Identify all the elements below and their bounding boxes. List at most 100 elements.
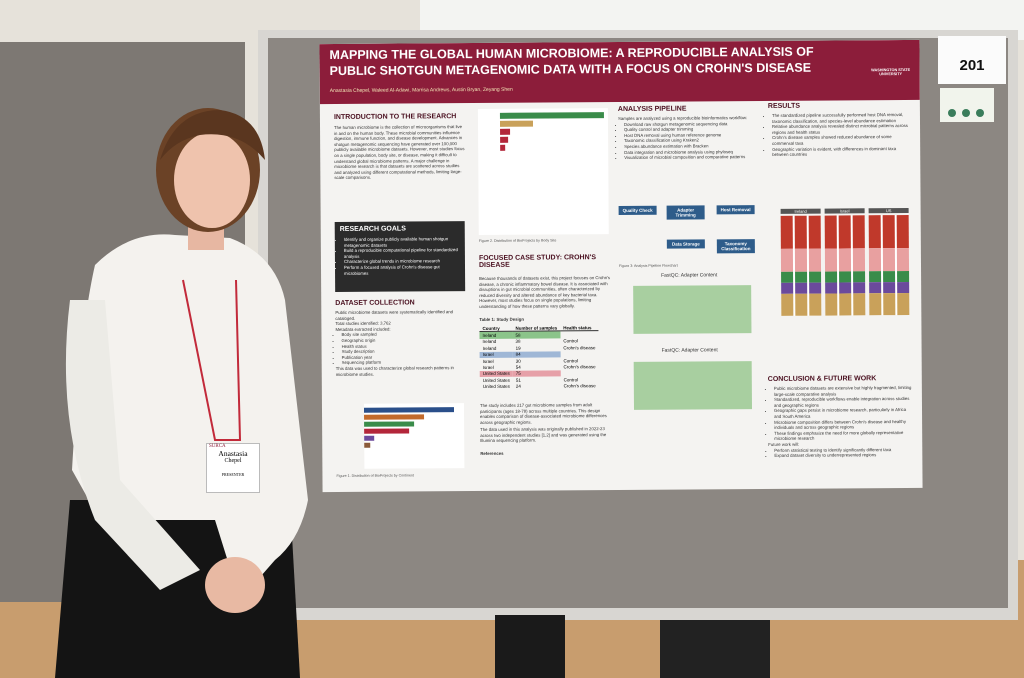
bar-segment: [896, 248, 910, 271]
list-item: Build a reproducible computational pipel…: [344, 247, 458, 259]
panel-label: Ireland: [780, 208, 821, 214]
tag-surname: Chepel: [224, 458, 242, 464]
bar-segment: [795, 293, 808, 316]
list-item: Relative abundance analysis revealed dis…: [772, 123, 910, 135]
panel-bar: [896, 214, 910, 316]
header-cell: Health status: [563, 324, 592, 331]
section-heading: RESULTS: [767, 102, 801, 110]
bar-segment: [868, 215, 881, 249]
section-heading: FOCUSED CASE STUDY: CROHN'S DISEASE: [478, 254, 597, 269]
intro-text: The human microbiome is the collection o…: [334, 124, 465, 181]
figure: [477, 108, 609, 235]
bar-segment: [839, 282, 852, 294]
name-tag: SURCA Anastasia Chepel PRESENTER: [206, 443, 260, 493]
table-cell: Crohn's disease: [563, 345, 596, 351]
section-heading: CONCLUSION & FUTURE WORK: [767, 375, 877, 383]
bar-segment: [838, 215, 851, 249]
bar-segment: [809, 293, 822, 316]
qc-plot: [633, 361, 753, 410]
table-cell: United States: [482, 371, 510, 377]
bar-segment: [869, 281, 882, 294]
bar-segment: [825, 282, 838, 294]
list-item: Expand dataset diversity to underreprese…: [774, 452, 914, 459]
tag-name: Anastasia: [218, 449, 248, 458]
qc-plot: [633, 285, 752, 334]
bar-segment: [780, 249, 794, 272]
section-heading: DATASET COLLECTION: [335, 299, 415, 307]
panel-bar: [824, 215, 838, 316]
bar-segment: [852, 248, 866, 271]
tag-role: PRESENTER: [221, 472, 245, 477]
bar-segment: [883, 292, 896, 316]
panel: [824, 215, 866, 316]
figure-caption: Figure 1. Distribution of BioProjects by…: [336, 473, 414, 478]
bar-segment: [883, 281, 896, 293]
tag-org: SURCA: [209, 444, 226, 449]
bar-segment: [853, 293, 866, 316]
bar-segment: [780, 215, 793, 250]
bar-segment: [883, 270, 896, 282]
panel-bar: [808, 215, 822, 316]
panel-bar: [868, 215, 882, 316]
figure: [363, 403, 465, 469]
goals-box: RESEARCH GOALS Identify and organize pub…: [334, 221, 466, 292]
pipeline-box: Host Removal: [716, 205, 755, 215]
board-number: 201: [959, 57, 985, 74]
panel-bar: [780, 215, 794, 316]
panel-label: Israel: [824, 208, 865, 214]
table-cell: Crohn's disease: [563, 364, 596, 370]
bar-segment: [824, 248, 838, 272]
bar-segment: [795, 271, 808, 283]
bar-segment: [896, 214, 909, 249]
bar-segment: [839, 293, 852, 316]
table-cell: Crohn's disease: [563, 383, 596, 389]
dataset-note: This data was used to characterize globa…: [335, 365, 454, 377]
pipeline-text: Samples are analyzed using a reproducibl…: [618, 115, 758, 161]
list-item: Identify and organize publicly available…: [344, 236, 458, 248]
figure-caption: Figure 2. Distribution of BioProjects by…: [478, 238, 557, 243]
list-item: Perform a focused analysis of Crohn's di…: [344, 264, 458, 276]
bar-segment: [869, 292, 882, 316]
bar-segment: [838, 248, 852, 272]
bar-segment: [809, 282, 822, 294]
table-cell: 24: [515, 383, 521, 389]
panel: [780, 215, 822, 316]
bar-segment: [897, 292, 910, 316]
bar-segment: [794, 215, 807, 250]
bar-segment: [853, 281, 866, 294]
bar-segment: [781, 271, 794, 283]
section-heading: INTRODUCTION TO THE RESEARCH: [333, 113, 457, 122]
figure-caption: Figure 3: Analysis Pipeline Flowchart: [618, 263, 678, 269]
pipeline-box: Quality Check: [618, 205, 657, 216]
bar-segment: [795, 282, 808, 294]
bar-segment: [869, 270, 882, 282]
references: References: [480, 450, 504, 456]
table-cell: United States: [482, 383, 510, 390]
bar-segment: [825, 271, 838, 283]
results-list: The standardized pipeline successfully p…: [766, 112, 910, 158]
poster-title: PUBLIC SHOTGUN METAGENOMIC DATA WITH A F…: [329, 60, 812, 79]
bar-segment: [839, 270, 852, 283]
bar-segment: [897, 270, 910, 282]
bar-segment: [808, 248, 822, 272]
bar-segment: [852, 215, 865, 249]
bar-segment: [868, 248, 882, 271]
case-text: Because thousands of datasets exist, thi…: [479, 275, 611, 309]
bar-segment: [825, 293, 838, 316]
list-item: The standardized pipeline successfully p…: [772, 112, 910, 124]
person: [55, 108, 308, 678]
list-item: Crohn's disease samples showed reduced a…: [772, 134, 910, 146]
qc-title: FastQC: Adapter Content: [661, 272, 718, 279]
bar-segment: [824, 215, 837, 249]
section-heading: ANALYSIS PIPELINE: [617, 105, 687, 114]
dataset-text: Public microbiome datasets were systemat…: [335, 309, 465, 377]
bar-segment: [882, 215, 895, 249]
poster-title: MAPPING THE GLOBAL HUMAN MICROBIOME: A R…: [329, 44, 814, 63]
conclusion-list: Public microbiome datasets are extensive…: [768, 385, 915, 459]
list-item: Visualization of microbial composition a…: [624, 154, 758, 161]
dataset-intro: Public microbiome datasets were systemat…: [335, 309, 454, 321]
table-title: Table 1: Study Design: [479, 316, 524, 322]
panel-bar: [838, 215, 852, 316]
goals-list: Identify and organize publicly available…: [338, 236, 458, 276]
